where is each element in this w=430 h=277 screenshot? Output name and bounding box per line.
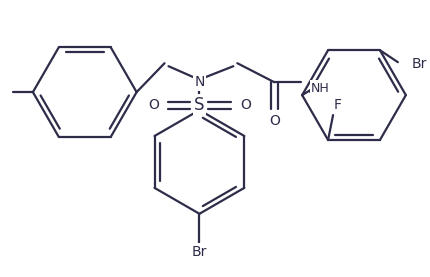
Text: O: O: [148, 98, 159, 112]
Text: O: O: [269, 114, 280, 128]
Text: S: S: [194, 96, 205, 114]
Text: NH: NH: [311, 82, 330, 95]
Text: Br: Br: [412, 57, 427, 71]
Text: N: N: [194, 75, 205, 89]
Text: O: O: [240, 98, 251, 112]
Text: F: F: [334, 98, 342, 112]
Text: Br: Br: [192, 245, 207, 259]
